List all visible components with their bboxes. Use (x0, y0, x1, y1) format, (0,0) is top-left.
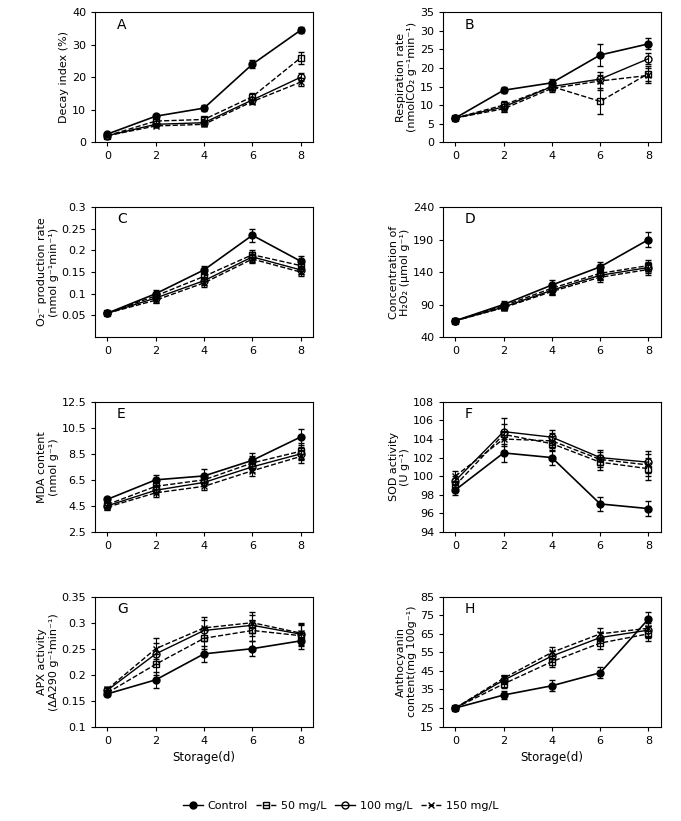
Y-axis label: Respiration rate
(nmolCO₂ g⁻¹min⁻¹): Respiration rate (nmolCO₂ g⁻¹min⁻¹) (396, 22, 417, 132)
Text: D: D (465, 213, 475, 227)
Y-axis label: APX activity
(ΔA290 g⁻¹min⁻¹): APX activity (ΔA290 g⁻¹min⁻¹) (37, 612, 59, 710)
Y-axis label: MDA content
(nmol g⁻¹): MDA content (nmol g⁻¹) (37, 431, 59, 502)
Y-axis label: Concentration of
H₂O₂ (μmol g⁻¹): Concentration of H₂O₂ (μmol g⁻¹) (389, 226, 410, 319)
Text: H: H (465, 602, 475, 616)
Text: B: B (465, 17, 475, 31)
Y-axis label: Anthocyanin
content(mg 100g⁻¹): Anthocyanin content(mg 100g⁻¹) (396, 606, 417, 718)
Text: A: A (117, 17, 127, 31)
Y-axis label: Decay index (%): Decay index (%) (59, 31, 69, 123)
Text: C: C (117, 213, 127, 227)
Text: E: E (117, 407, 126, 421)
Text: F: F (465, 407, 473, 421)
Y-axis label: O₂⁻ production rate
(nmol g⁻¹min⁻¹): O₂⁻ production rate (nmol g⁻¹min⁻¹) (37, 218, 59, 327)
Y-axis label: SOD activity
(U g⁻¹): SOD activity (U g⁻¹) (389, 433, 410, 502)
X-axis label: Storage(d): Storage(d) (172, 751, 236, 764)
Legend: Control, 50 mg/L, 100 mg/L, 150 mg/L: Control, 50 mg/L, 100 mg/L, 150 mg/L (178, 796, 503, 815)
Text: G: G (117, 602, 128, 616)
X-axis label: Storage(d): Storage(d) (520, 751, 584, 764)
